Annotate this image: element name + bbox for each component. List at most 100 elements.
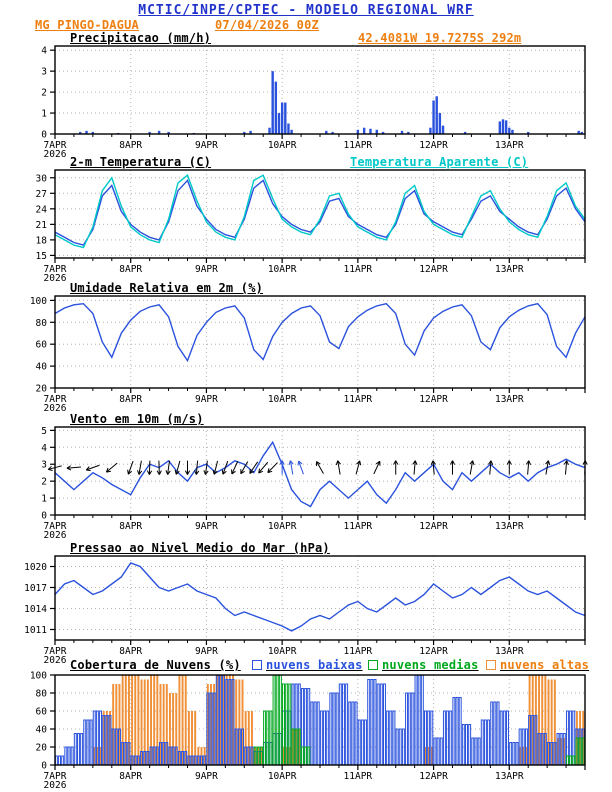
cloud-bar-nuvens-baixas — [436, 737, 440, 766]
x-tick-label: 9APR — [195, 264, 218, 275]
cloud-bar-nuvens-medias — [272, 674, 276, 766]
precip-bar — [432, 100, 435, 134]
series-line-mslp — [54, 562, 586, 632]
cloud-bar-nuvens-baixas — [408, 692, 412, 766]
panel-title-umidade: Umidade Relativa em 2m (%) — [70, 281, 264, 295]
precip-bar — [369, 128, 372, 134]
cloud-bar-nuvens-baixas — [502, 710, 506, 766]
wind-arrow-head — [167, 470, 171, 475]
cloud-bar-nuvens-altas — [295, 729, 298, 765]
nuvens-baixas-swatch-icon — [252, 660, 262, 670]
cloud-bar-nuvens-baixas — [329, 692, 333, 766]
cloud-bar-nuvens-baixas — [316, 701, 320, 766]
y-tick-label: 40 — [36, 725, 48, 736]
precip-bar — [287, 123, 290, 134]
cloud-bar-nuvens-altas — [134, 675, 137, 765]
y-tick-label: 1014 — [24, 604, 47, 615]
wind-arrow-head — [137, 470, 140, 475]
nuvens-altas-swatch-icon — [486, 660, 496, 670]
cloud-bar-nuvens-altas — [178, 675, 181, 765]
wind-arrow — [231, 461, 239, 475]
cloud-bar-nuvens-medias — [569, 755, 573, 766]
x-tick-label: 8APR — [119, 521, 142, 532]
y-tick-label: 20 — [36, 384, 48, 395]
precip-bar — [356, 129, 360, 134]
wind-arrow — [489, 460, 492, 475]
cloud-bar-nuvens-baixas — [341, 683, 345, 766]
wind-arrow-head — [195, 470, 200, 475]
wind-arrow-head — [432, 460, 436, 465]
y-tick-label: 1 — [41, 109, 47, 120]
x-year-label: 2026 — [44, 273, 67, 284]
y-tick-label: 1020 — [24, 562, 47, 573]
precip-bar — [91, 131, 95, 134]
wind-arrow-head — [393, 460, 397, 465]
cloud-bar-nuvens-altas — [184, 675, 187, 765]
wind-arrow-head — [563, 460, 568, 465]
wind-arrow — [298, 460, 304, 475]
wind-arrow-head — [127, 470, 133, 475]
wind-arrow-head — [66, 465, 71, 469]
wind-arrow-head — [490, 460, 494, 465]
cloud-bar-nuvens-baixas — [70, 746, 74, 766]
cloud-bar-nuvens-baixas — [442, 710, 446, 766]
y-tick-label: 24 — [36, 204, 48, 215]
wind-arrow-head — [545, 460, 549, 465]
wind-arrow — [258, 461, 269, 474]
x-tick-label: 11APR — [344, 646, 373, 657]
cloud-bar-nuvens-baixas — [420, 674, 424, 766]
cloud-bar-nuvens-baixas — [323, 710, 327, 766]
wind-arrow-head — [281, 460, 285, 465]
cloud-bar-nuvens-altas — [175, 693, 178, 765]
precip-bar — [148, 131, 151, 134]
cloud-bar-nuvens-medias — [269, 710, 273, 766]
cloud-bar-nuvens-baixas — [439, 737, 443, 766]
cloud-bar-nuvens-altas — [165, 684, 168, 765]
x-tick-label: 13APR — [495, 140, 524, 151]
wind-arrow-head — [203, 470, 206, 475]
wind-arrow-head — [48, 468, 53, 471]
cloud-bar-nuvens-altas — [206, 684, 209, 765]
series-line-temperature-2m — [54, 174, 586, 249]
wind-arrow — [222, 460, 229, 475]
cloud-bar-nuvens-baixas — [392, 710, 396, 766]
precip-bar — [167, 131, 170, 134]
cloud-bar-nuvens-baixas — [474, 737, 478, 766]
x-tick-label: 9APR — [195, 140, 218, 151]
cloud-bar-nuvens-baixas — [452, 697, 456, 766]
wind-arrow — [138, 460, 142, 475]
cloud-bar-nuvens-baixas — [493, 701, 497, 766]
cloud-bar-nuvens-altas — [525, 747, 528, 765]
panel-title-pressao: Pressao ao Nivel Medio do Mar (hPa) — [70, 541, 330, 555]
cloud-bar-nuvens-altas — [222, 675, 225, 765]
y-tick-label: 100 — [30, 296, 47, 307]
x-tick-label: 8APR — [119, 140, 142, 151]
cloud-bar-nuvens-altas — [146, 679, 149, 765]
wind-arrow-head — [205, 470, 209, 475]
cloud-bar-nuvens-altas — [181, 675, 184, 765]
cloud-bar-nuvens-baixas — [395, 728, 399, 766]
y-tick-label: 80 — [36, 318, 48, 329]
panel-frame — [54, 426, 586, 516]
cloud-bar-nuvens-altas — [105, 711, 108, 765]
cloud-bar-nuvens-medias — [304, 746, 308, 766]
wind-arrow-head — [240, 470, 245, 475]
wind-arrow — [432, 460, 435, 475]
y-tick-label: 5 — [41, 426, 47, 437]
cloud-bar-nuvens-baixas — [376, 683, 380, 766]
wind-arrow-head — [452, 460, 456, 465]
cloud-bar-nuvens-altas — [156, 675, 159, 765]
wind-arrow — [240, 461, 249, 474]
precip-bar — [381, 131, 385, 134]
cloud-bar-nuvens-altas — [137, 675, 140, 765]
wind-arrow-head — [335, 460, 339, 466]
wind-arrow-head — [174, 469, 177, 475]
cloud-bar-nuvens-medias — [278, 674, 282, 766]
wind-arrow-head — [127, 469, 129, 475]
cloud-bar-nuvens-altas — [162, 684, 165, 765]
cloud-bar-nuvens-baixas — [357, 719, 361, 766]
panel-relative-humidity-2m: 20 40 60 80 100 7APR 8APR 9APR 10APR 11APR 12APR 13… — [30, 295, 586, 414]
wind-arrow-head — [258, 468, 261, 474]
cloud-bar-nuvens-altas — [241, 679, 244, 765]
x-tick-label: 8APR — [119, 394, 142, 405]
